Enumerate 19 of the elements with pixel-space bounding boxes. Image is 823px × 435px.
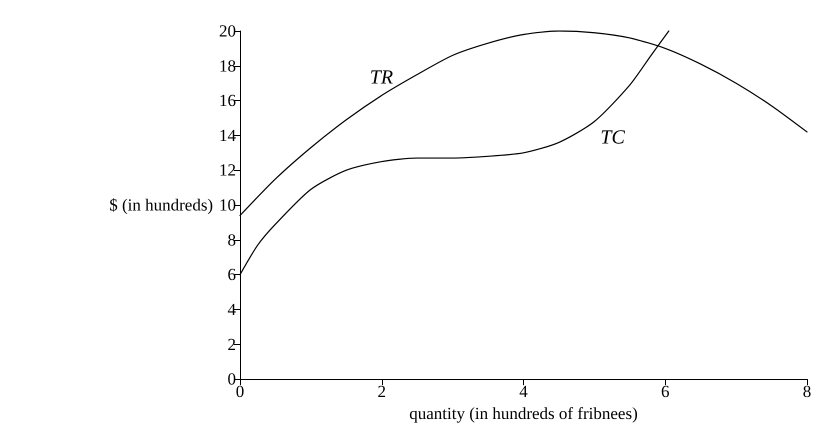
y-tick-label: 18 — [219, 56, 236, 76]
y-tick-label: 16 — [219, 91, 236, 110]
y-tick-label: 8 — [228, 230, 236, 250]
y-tick-label: 14 — [219, 126, 236, 145]
y-tick-label: 6 — [228, 265, 236, 284]
x-tick-label: 4 — [519, 382, 528, 402]
y-tick-label: 20 — [219, 22, 236, 40]
x-axis-title: quantity (in hundreds of fribnees) — [409, 404, 638, 423]
y-tick-label: 10 — [219, 196, 236, 215]
x-tick-label: 6 — [661, 382, 670, 402]
x-tick-label: 2 — [378, 382, 386, 402]
y-tick-label: 2 — [228, 334, 236, 354]
series-label: TC — [600, 126, 626, 149]
y-tick-label: 4 — [228, 300, 236, 319]
y-tick-label: 12 — [219, 160, 236, 180]
y-axis-title: $ (in hundreds) — [109, 196, 214, 215]
x-tick-label: 8 — [802, 382, 812, 402]
y-tick-label: 0 — [228, 370, 236, 389]
series-label: TR — [370, 66, 394, 88]
